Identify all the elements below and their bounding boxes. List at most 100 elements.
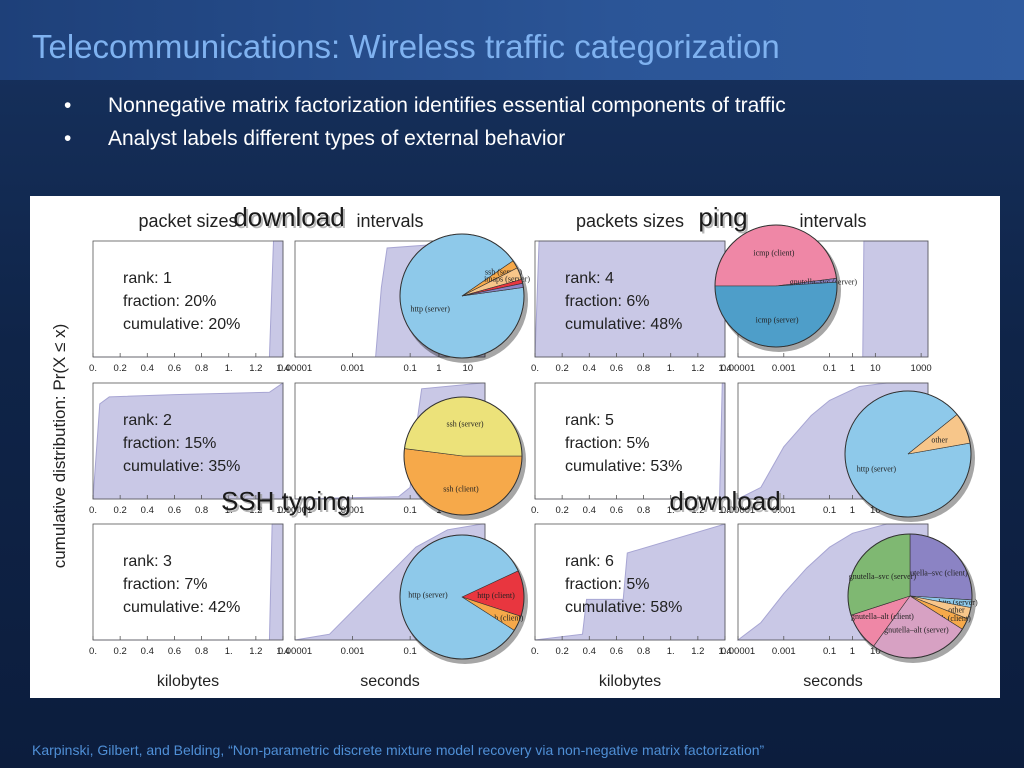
x-tick-label: 0.00001 (278, 363, 312, 374)
category-label: ping (698, 202, 747, 232)
x-tick-label: 1.2 (691, 363, 704, 374)
title-bar (0, 0, 1024, 80)
x-tick-label: 0. (531, 363, 539, 374)
cumulative-text: cumulative: 35% (123, 458, 240, 475)
rank-text: rank: 4 (565, 270, 614, 287)
x-tick-label: 0.00001 (721, 505, 755, 516)
bullet-text: Analyst labels different types of extern… (108, 127, 566, 150)
pie-slice-label: other (931, 436, 948, 445)
x-tick-label: 0.8 (195, 363, 208, 374)
bullet-symbol: • (64, 127, 72, 150)
x-tick-label: 0.8 (637, 363, 650, 374)
x-tick-label: 1. (667, 646, 675, 657)
x-tick-label: 0.1 (404, 505, 417, 516)
x-tick-label: 0.2 (114, 505, 127, 516)
x-tick-label: 1.4 (276, 505, 289, 516)
rank-text: rank: 1 (123, 270, 172, 287)
y-axis-label: cumulative distribution: Pr(X ≤ x) (50, 324, 69, 569)
x-tick-label: 1000 (911, 363, 932, 374)
x-tick-label: 1.4 (276, 363, 289, 374)
x-tick-label: 1.4 (276, 646, 289, 657)
pie-slice-label: icmp (server) (756, 316, 799, 325)
cumulative-text: cumulative: 53% (565, 458, 682, 475)
x-tick-label: 0.8 (195, 646, 208, 657)
column-title: packets sizes (576, 211, 684, 231)
pie-slice-label: ssh (server) (446, 420, 483, 429)
x-tick-label: 0.4 (583, 363, 596, 374)
pie-slice-label: ssh (client) (488, 614, 524, 623)
x-tick-label: 0.1 (823, 363, 836, 374)
x-tick-label: 0.001 (341, 363, 365, 374)
x-axis-label: seconds (360, 673, 420, 690)
category-label: download (669, 486, 780, 516)
x-tick-label: 0.4 (583, 505, 596, 516)
pie-slice-label: gnutella–svc (server) (790, 278, 858, 287)
x-tick-label: 0.1 (823, 505, 836, 516)
x-tick-label: 1. (667, 363, 675, 374)
x-tick-label: 1 (850, 646, 855, 657)
fraction-text: fraction: 6% (565, 293, 649, 310)
x-tick-label: 10 (870, 505, 881, 516)
x-tick-label: 0.00001 (278, 646, 312, 657)
slide-title: Telecommunications: Wireless traffic cat… (32, 28, 780, 65)
fraction-text: fraction: 15% (123, 435, 216, 452)
x-tick-label: 1 (436, 505, 441, 516)
x-tick-label: 0.4 (141, 363, 154, 374)
size-panel-frame (534, 523, 726, 641)
column-title: packet sizes (138, 211, 237, 231)
cumulative-text: cumulative: 58% (565, 599, 682, 616)
x-tick-label: 0.00001 (278, 505, 312, 516)
x-tick-label: 0. (89, 363, 97, 374)
category-label: SSH typing (221, 486, 351, 516)
fraction-text: fraction: 5% (565, 576, 649, 593)
x-tick-label: 0.6 (168, 363, 181, 374)
x-tick-label: 0.2 (556, 505, 569, 516)
pie-slice-label: http (server) (411, 304, 451, 313)
x-tick-label: 0.2 (556, 363, 569, 374)
x-tick-label: 0.001 (772, 505, 796, 516)
pie-slice-label: http (server) (938, 598, 978, 607)
fraction-text: fraction: 7% (123, 576, 207, 593)
pie-outline (399, 534, 525, 660)
category-label-shadow: download (671, 488, 782, 518)
rank-text: rank: 2 (123, 412, 172, 429)
x-tick-label: 0.2 (114, 646, 127, 657)
x-tick-label: 0.2 (556, 646, 569, 657)
column-title: intervals (356, 211, 423, 231)
cdf-chart-grid: packet sizes intervals packets sizes interv… (50, 202, 978, 690)
x-tick-label: 0. (531, 505, 539, 516)
size-panel-frame (92, 240, 284, 358)
pie-slice-label: http (client) (477, 591, 515, 600)
x-tick-label: 0.1 (404, 646, 417, 657)
x-tick-label: 1.2 (691, 646, 704, 657)
x-tick-label: 1.2 (249, 363, 262, 374)
x-tick-label: 0.4 (141, 505, 154, 516)
bullet-item: • Nonnegative matrix factorization identi… (64, 94, 786, 118)
x-tick-label: 0. (89, 646, 97, 657)
category-label-shadow: ping (700, 204, 749, 234)
x-tick-label: 0.8 (637, 646, 650, 657)
column-title: intervals (799, 211, 866, 231)
pie-slice-label: gnutella–alt (server) (884, 625, 949, 634)
category-label-shadow: SSH typing (223, 488, 353, 518)
pie-outline (844, 390, 972, 518)
x-tick-label: 0.001 (341, 505, 365, 516)
x-tick-label: 1.4 (718, 646, 731, 657)
rank-text: rank: 5 (565, 412, 614, 429)
category-label-shadow: download (235, 204, 346, 234)
x-tick-label: 0.8 (195, 505, 208, 516)
rank-text: rank: 6 (565, 553, 614, 570)
pie-slice-label: gnutella–svc (client) (902, 569, 968, 578)
pie-slice-label: http (server) (408, 591, 448, 600)
category-label: download (233, 202, 344, 232)
x-tick-label: 1.4 (718, 505, 731, 516)
x-tick-label: 1.4 (718, 363, 731, 374)
pie-slice-label: icmp (client) (753, 249, 794, 258)
pie-outline (714, 224, 838, 348)
x-tick-label: 1. (667, 505, 675, 516)
x-tick-label: 1 (850, 505, 855, 516)
x-tick-label: 0.00001 (721, 363, 755, 374)
pie-slice-label: imaps (server) (484, 274, 530, 283)
x-tick-label: 10 (870, 363, 881, 374)
x-tick-label: 0.1 (823, 646, 836, 657)
